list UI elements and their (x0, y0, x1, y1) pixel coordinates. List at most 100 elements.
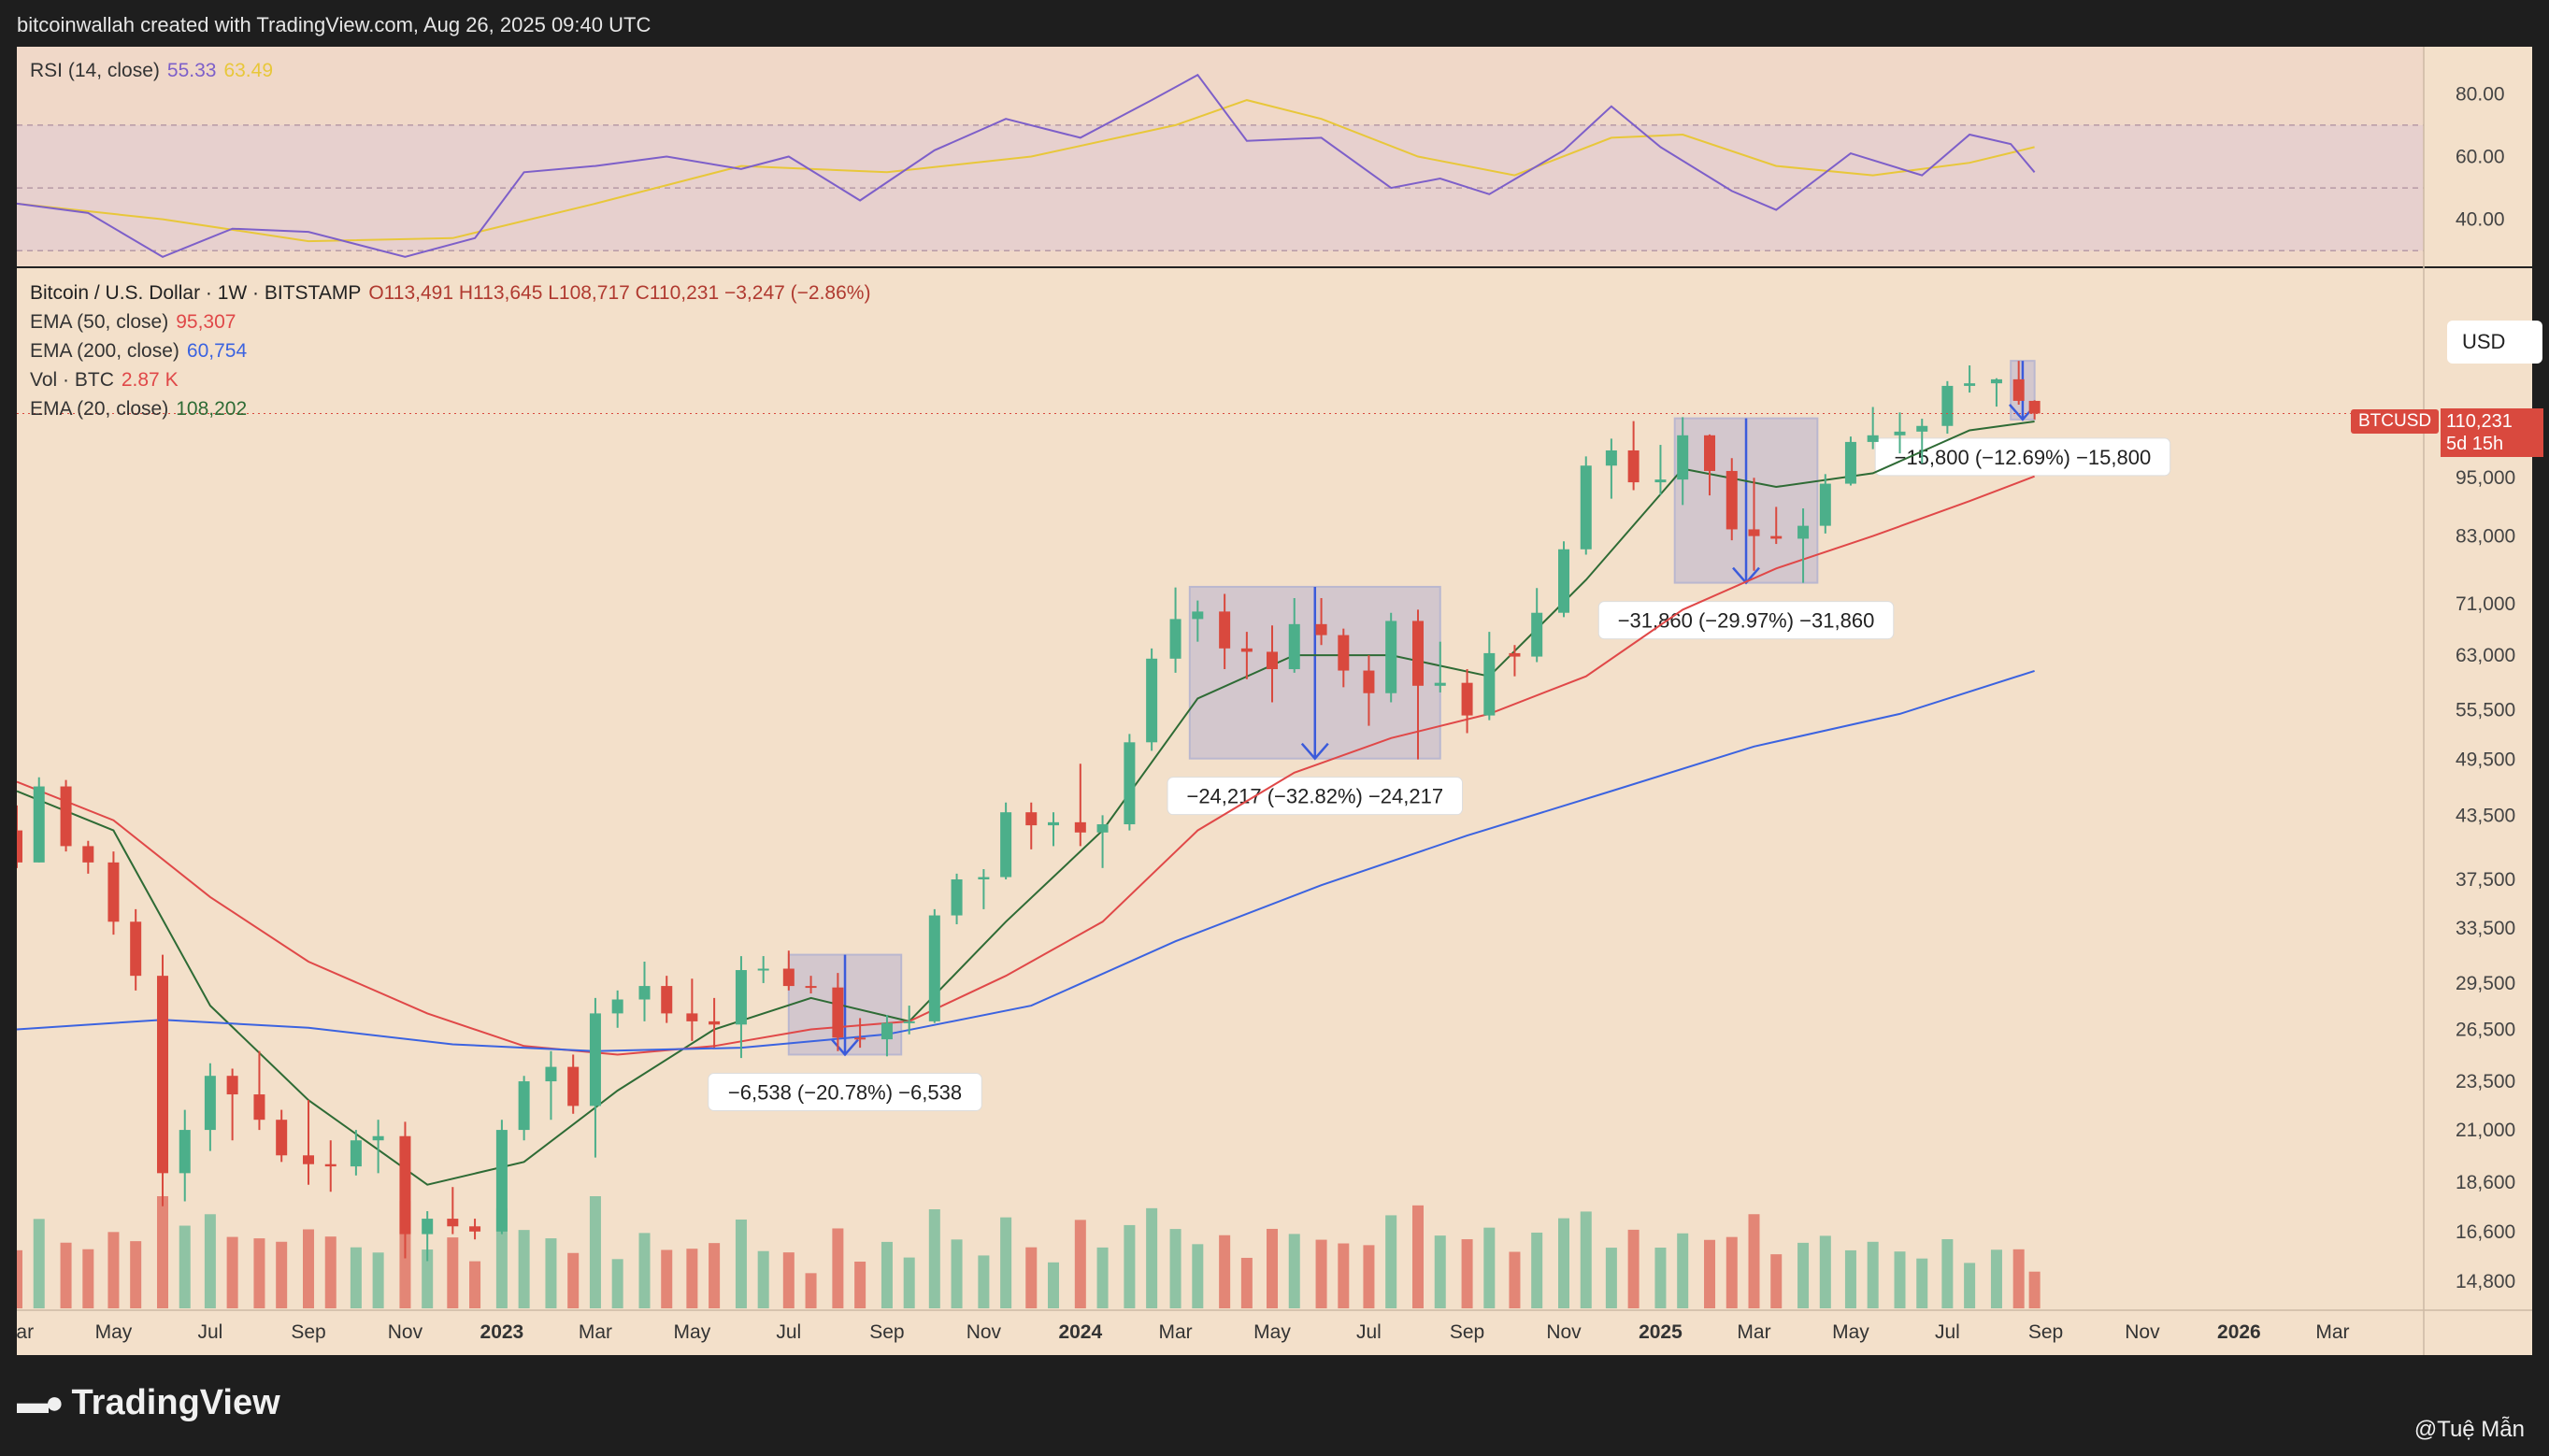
drawdown-arrow-head (1732, 566, 1760, 585)
tradingview-logo[interactable]: ▬● TradingView (17, 1383, 280, 1423)
volume-bar (589, 1196, 601, 1308)
volume-bar (1338, 1243, 1350, 1308)
ema20-label: EMA (20, close) (30, 398, 169, 420)
currency-selector[interactable]: USD (2447, 321, 2542, 364)
rsi-legend: RSI (14, close) 55.33 63.49 (30, 60, 273, 82)
symbol-legend: Bitcoin / U.S. Dollar · 1W · BITSTAMP O11… (30, 282, 870, 305)
candle-body (686, 1013, 698, 1021)
candle-body (33, 786, 45, 863)
volume-bar (928, 1209, 940, 1308)
volume-bar (1627, 1229, 1640, 1308)
time-tick-label: Nov (388, 1321, 423, 1343)
bar-countdown: 5d 15h (2446, 434, 2504, 454)
candle-body (1844, 441, 1856, 484)
volume-bar (204, 1214, 216, 1308)
time-tick-label: May (674, 1321, 711, 1343)
volume-bar (1797, 1242, 1810, 1308)
volume-bar (324, 1236, 337, 1308)
volume-bar (2012, 1249, 2025, 1308)
volume-bar (303, 1229, 315, 1308)
candle-body (179, 1130, 191, 1174)
volume-bar (1288, 1234, 1300, 1308)
ema200-label: EMA (200, close) (30, 340, 179, 362)
candle-body (1240, 648, 1253, 652)
volume-bar (518, 1230, 530, 1308)
time-tick-label: Mar (1158, 1321, 1192, 1343)
volume-bar (545, 1238, 557, 1308)
price-tick-label: 29,500 (2456, 973, 2515, 994)
volume-bar (1654, 1248, 1667, 1308)
candle-body (1797, 525, 1810, 539)
price-tick-label: 95,000 (2456, 467, 2515, 489)
chart-panel[interactable]: 80.00 60.00 40.00 95,000 83,000 71,000 63,000 5… (17, 47, 2543, 1355)
volume-bar (832, 1228, 844, 1308)
volume-bar (1990, 1249, 2002, 1308)
candle-body (661, 986, 673, 1014)
ohlc-values: O113,491 H113,645 L108,717 C110,231 −3,2… (368, 282, 871, 304)
price-chart[interactable]: 80.00 60.00 40.00 95,000 83,000 71,000 63,000 5… (17, 47, 2532, 1355)
candle-body (1654, 479, 1667, 483)
volume-bar (1677, 1233, 1689, 1308)
candle-body (324, 1163, 337, 1167)
candle-body (1605, 450, 1617, 466)
candle-body (832, 987, 844, 1038)
drawdown-label: −31,860 (−29.97%) −31,860 (1618, 609, 1875, 633)
volume-bar (1461, 1239, 1473, 1308)
volume-bar (1509, 1251, 1521, 1308)
candle-body (709, 1021, 721, 1025)
time-tick-label: Nov (1546, 1321, 1582, 1343)
candle-body (903, 1021, 915, 1023)
volume-bar (1726, 1236, 1738, 1308)
volume-bar (1363, 1245, 1375, 1308)
time-tick-label: 2025 (1639, 1321, 1683, 1343)
rsi-ma-value: 63.49 (223, 60, 274, 81)
candle-body (545, 1066, 557, 1082)
volume-bar (1219, 1235, 1231, 1308)
volume-bar (1964, 1263, 1976, 1308)
candle-body (1169, 619, 1181, 659)
volume-bar (1192, 1244, 1204, 1308)
volume-bar (854, 1262, 866, 1308)
volume-bar (495, 1207, 508, 1308)
time-tick-label: Jul (776, 1321, 801, 1343)
price-tick-label: 55,500 (2456, 700, 2515, 721)
volume-bar (1412, 1205, 1425, 1308)
price-tick-label: 71,000 (2456, 593, 2515, 615)
rsi-tick-label: 40.00 (2456, 209, 2505, 231)
time-tick-label: Mar (1737, 1321, 1770, 1343)
volume-legend: Vol · BTC 2.87 K (30, 369, 179, 392)
candle-body (1509, 652, 1521, 657)
volume-bar (951, 1239, 963, 1308)
symbol-price-tag: BTCUSD (2351, 409, 2440, 434)
volume-bar (1025, 1247, 1038, 1308)
volume-bar (17, 1249, 22, 1308)
symbol-title: Bitcoin / U.S. Dollar · 1W · BITSTAMP (30, 282, 362, 304)
volume-bar (1704, 1239, 1716, 1308)
volume-bar (1240, 1257, 1253, 1308)
volume-bar (253, 1238, 265, 1308)
rsi-label: RSI (14, close) (30, 60, 160, 81)
price-tick-label: 16,600 (2456, 1221, 2515, 1243)
volume-bar (1844, 1249, 1856, 1308)
candle-body (611, 999, 623, 1014)
volume-bar (978, 1255, 990, 1308)
ema200-legend: EMA (200, close) 60,754 (30, 340, 247, 363)
volume-bar (1146, 1207, 1158, 1308)
candle-body (276, 1120, 288, 1156)
volume-bar (372, 1252, 384, 1308)
volume-bar (1531, 1232, 1543, 1308)
volume-bar (638, 1233, 651, 1308)
time-tick-label: May (1253, 1321, 1291, 1343)
volume-bar (661, 1249, 673, 1308)
candle-body (1483, 652, 1496, 716)
candle-body (399, 1135, 411, 1235)
tradingview-logo-text: TradingView (71, 1383, 280, 1422)
candle-body (1867, 435, 1879, 442)
candle-body (82, 846, 94, 863)
time-tick-label: Jul (1356, 1321, 1382, 1343)
candle-body (107, 862, 120, 922)
candle-body (1124, 742, 1136, 825)
candle-body (1267, 651, 1279, 670)
volume-bar (805, 1273, 817, 1308)
volume-bar (735, 1219, 747, 1308)
